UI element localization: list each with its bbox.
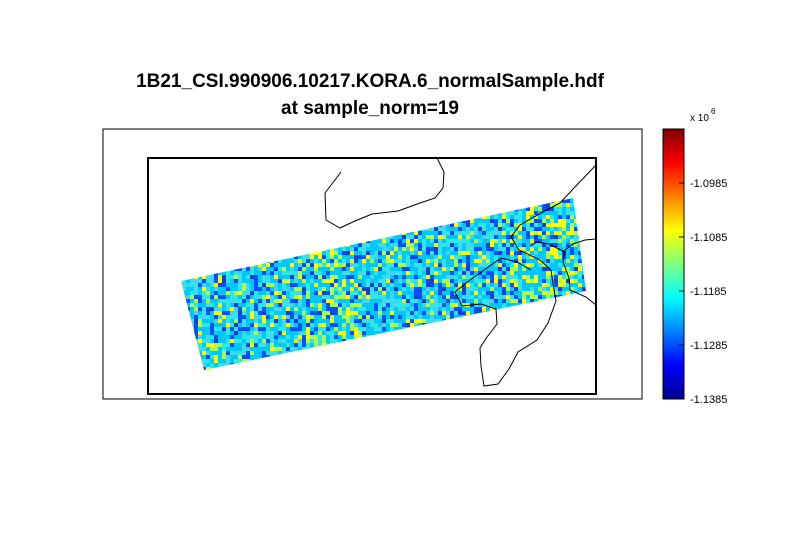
colorbar-tick-label: -1.1285 bbox=[690, 340, 727, 352]
chart-title: 1B21_CSI.990906.10217.KORA.6_normalSampl… bbox=[136, 71, 604, 92]
colorbar-exponent-label: x 10 bbox=[690, 113, 709, 124]
colorbar-tick-label: -1.0985 bbox=[690, 178, 727, 190]
colorbar-tick-label: -1.1085 bbox=[690, 232, 727, 244]
colorbar-gradient bbox=[662, 128, 685, 400]
map-boundary bbox=[147, 157, 597, 395]
colorbar-exponent-power: 6 bbox=[711, 107, 716, 116]
chart-subtitle: at sample_norm=19 bbox=[281, 98, 459, 119]
colorbar-tick-label: -1.1185 bbox=[690, 286, 727, 298]
coastlines bbox=[324, 157, 597, 387]
colorbar-tick-label: -1.1385 bbox=[690, 394, 727, 406]
